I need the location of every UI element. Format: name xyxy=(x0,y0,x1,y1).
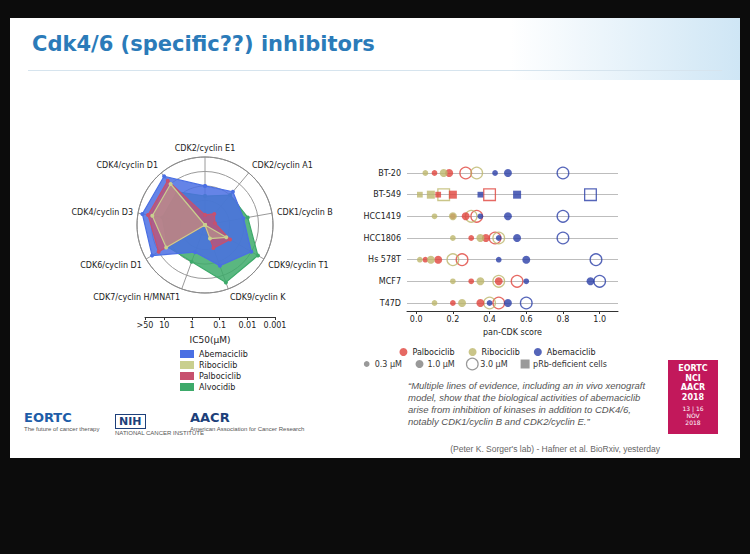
svg-text:CDK9/cyclin T1: CDK9/cyclin T1 xyxy=(268,261,328,270)
svg-text:Hs 578T: Hs 578T xyxy=(368,255,401,264)
svg-text:BT-20: BT-20 xyxy=(378,169,401,178)
svg-text:Palbociclib: Palbociclib xyxy=(412,348,454,357)
svg-text:HCC1419: HCC1419 xyxy=(363,212,401,221)
html-text:(Peter K. Sorger's lab) - Hafn: (Peter K. Sorger's lab) - Hafner et al. … xyxy=(450,444,660,454)
html-text:American Association for Cance: American Association for Cancer Research xyxy=(190,426,305,432)
html-text:13 | 16: 13 | 16 xyxy=(682,405,704,412)
html-text:2018: 2018 xyxy=(681,392,705,402)
svg-text:0.2: 0.2 xyxy=(447,315,460,324)
html-text:NOV: NOV xyxy=(686,412,700,419)
svg-text:0.1: 0.1 xyxy=(213,321,226,330)
html-text:“Multiple lines of evidence, i: “Multiple lines of evidence, including a… xyxy=(408,380,646,427)
svg-text:0.6: 0.6 xyxy=(520,315,533,324)
svg-text:0.001: 0.001 xyxy=(264,321,287,330)
svg-text:0.8: 0.8 xyxy=(557,315,570,324)
svg-text:>50: >50 xyxy=(137,321,154,330)
svg-text:CDK7/cyclin H/MNAT1: CDK7/cyclin H/MNAT1 xyxy=(93,293,180,302)
svg-text:CDK1/cyclin B: CDK1/cyclin B xyxy=(277,208,333,217)
html-text:NATIONAL CANCER INSTITUTE: NATIONAL CANCER INSTITUTE xyxy=(115,430,204,436)
html-text:EORTC: EORTC xyxy=(678,364,708,373)
svg-text:Ribociclib: Ribociclib xyxy=(199,361,237,370)
html-text:Cdk4/6 (specific??) inhibitors: Cdk4/6 (specific??) inhibitors xyxy=(32,32,375,56)
svg-text:1: 1 xyxy=(189,321,194,330)
svg-text:0.4: 0.4 xyxy=(483,315,496,324)
svg-text:MCF7: MCF7 xyxy=(379,277,401,286)
svg-text:CDK9/cyclin K: CDK9/cyclin K xyxy=(230,293,286,302)
svg-text:Palbociclib: Palbociclib xyxy=(199,372,241,381)
svg-text:0.3 μM: 0.3 μM xyxy=(375,360,402,369)
svg-text:1.0 μM: 1.0 μM xyxy=(428,360,455,369)
html-text:The future of cancer therapy: The future of cancer therapy xyxy=(24,426,100,432)
svg-text:pRb-deficient cells: pRb-deficient cells xyxy=(533,360,607,369)
svg-text:CDK2/cyclin E1: CDK2/cyclin E1 xyxy=(175,144,236,153)
svg-text:Abemaciclib: Abemaciclib xyxy=(199,350,248,359)
html-text:NIH: NIH xyxy=(119,415,142,428)
svg-text:Alvocidib: Alvocidib xyxy=(199,383,235,392)
svg-text:0.0: 0.0 xyxy=(410,315,423,324)
svg-text:IC50(μM): IC50(μM) xyxy=(190,335,231,345)
svg-text:Abemaciclib: Abemaciclib xyxy=(547,348,596,357)
svg-text:CDK2/cyclin A1: CDK2/cyclin A1 xyxy=(252,161,313,170)
svg-text:3.0 μM: 3.0 μM xyxy=(480,360,507,369)
svg-text:CDK6/cyclin D1: CDK6/cyclin D1 xyxy=(80,261,142,270)
svg-text:BT-549: BT-549 xyxy=(373,190,401,199)
svg-text:CDK4/cyclin D1: CDK4/cyclin D1 xyxy=(96,161,158,170)
svg-text:pan-CDK score: pan-CDK score xyxy=(483,328,542,337)
svg-text:1.0: 1.0 xyxy=(593,315,606,324)
svg-text:T47D: T47D xyxy=(379,299,401,308)
svg-text:10: 10 xyxy=(159,321,169,330)
svg-text:CDK4/cyclin D3: CDK4/cyclin D3 xyxy=(71,208,133,217)
svg-text:0.01: 0.01 xyxy=(238,321,256,330)
svg-text:HCC1806: HCC1806 xyxy=(363,234,401,243)
html-text:AACR: AACR xyxy=(680,383,706,392)
html-text:2018: 2018 xyxy=(685,419,701,426)
html-text:EORTC: EORTC xyxy=(24,410,72,425)
html-text:AACR: AACR xyxy=(190,410,230,425)
svg-text:Ribociclib: Ribociclib xyxy=(482,348,520,357)
html-text:NCI: NCI xyxy=(685,373,701,383)
